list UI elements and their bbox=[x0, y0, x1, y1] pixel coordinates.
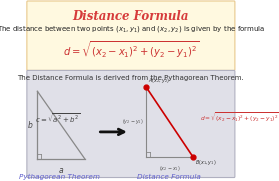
Text: The Distance Formula is derived from the Pythagorean Theorem.: The Distance Formula is derived from the… bbox=[18, 75, 244, 81]
Text: $b$: $b$ bbox=[27, 119, 34, 131]
Text: Pythagorean Theorem: Pythagorean Theorem bbox=[20, 174, 100, 180]
Text: The distance between two points $(x_1, y_1)$ and $(x_2, y_2)$ is given by the fo: The distance between two points $(x_1, y… bbox=[0, 24, 265, 34]
Text: $d = \sqrt{(x_2 - x_1)^2 + (y_2 - y_1)^2}$: $d = \sqrt{(x_2 - x_1)^2 + (y_2 - y_1)^2… bbox=[200, 110, 279, 124]
FancyBboxPatch shape bbox=[27, 70, 235, 178]
Text: $d = \sqrt{(x_2 - x_1)^2 + (y_2 - y_1)^2}$: $d = \sqrt{(x_2 - x_1)^2 + (y_2 - y_1)^2… bbox=[63, 40, 199, 60]
Text: $c = \sqrt{a^2 + b^2}$: $c = \sqrt{a^2 + b^2}$ bbox=[35, 112, 80, 126]
Text: $(x_2-x_1)$: $(x_2-x_1)$ bbox=[159, 164, 181, 173]
FancyBboxPatch shape bbox=[27, 1, 235, 70]
Text: $a$: $a$ bbox=[58, 166, 64, 175]
Text: Distance Formula: Distance Formula bbox=[137, 174, 201, 180]
Text: $A(x_2, y_2)$: $A(x_2, y_2)$ bbox=[148, 76, 170, 85]
Text: Distance Formula: Distance Formula bbox=[73, 10, 189, 23]
Text: $(y_2-y_1)$: $(y_2-y_1)$ bbox=[122, 117, 143, 127]
Text: $B(x_1, y_1)$: $B(x_1, y_1)$ bbox=[195, 158, 217, 167]
